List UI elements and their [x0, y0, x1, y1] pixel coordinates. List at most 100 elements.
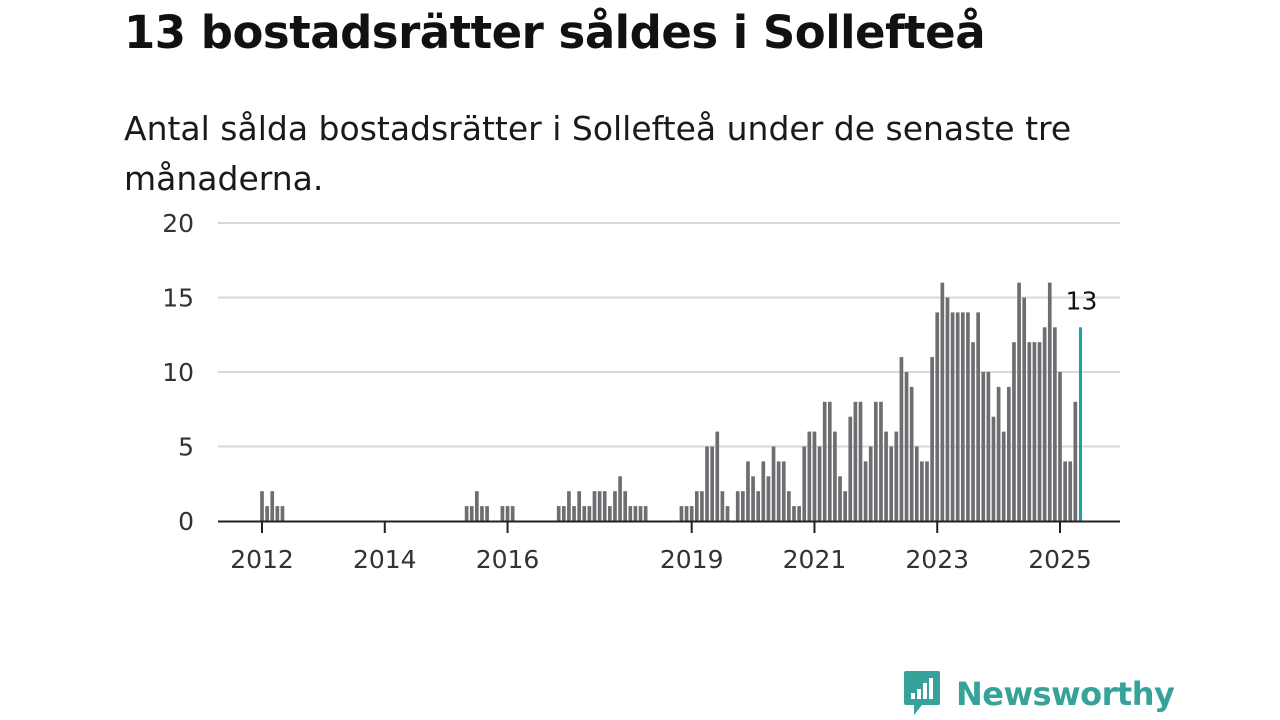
highlight-value-label: 13: [1066, 286, 1098, 315]
bar: [275, 506, 280, 521]
chart-subtitle: Antal sålda bostadsrätter i Sollefteå un…: [124, 109, 1072, 198]
bar: [787, 491, 791, 521]
bar: [781, 461, 786, 521]
x-tick-label: 2016: [476, 545, 540, 574]
bar: [700, 491, 704, 521]
y-axis: 0 5 10 15 20: [162, 209, 194, 536]
bar: [776, 461, 781, 521]
bar: [833, 431, 837, 521]
bar: [848, 416, 853, 521]
y-tick-label: 0: [178, 507, 194, 536]
bar: [797, 506, 801, 521]
bar: [827, 401, 832, 521]
bar: [684, 506, 689, 521]
x-tick-label: 2012: [230, 545, 294, 574]
bar: [935, 312, 940, 521]
bar: [1012, 342, 1016, 521]
bar: [858, 401, 863, 521]
bar: [817, 446, 822, 521]
bar: [469, 506, 474, 521]
bar: [741, 491, 745, 521]
bar: [945, 297, 950, 521]
bar: [940, 282, 945, 521]
bar: [464, 506, 469, 521]
bar: [623, 491, 628, 521]
bar: [1017, 282, 1021, 521]
x-tick-label: 2023: [905, 545, 969, 574]
bar: [1007, 386, 1011, 521]
bar: [270, 491, 275, 521]
bar: [812, 431, 817, 521]
bar: [1042, 327, 1047, 521]
bar: [843, 491, 847, 521]
bar: [500, 506, 505, 521]
bar: [950, 312, 955, 521]
bar: [868, 446, 873, 521]
bar: [577, 491, 581, 521]
bar: [1037, 342, 1042, 521]
bar: [756, 491, 761, 521]
bar: [766, 476, 771, 521]
x-tick-label: 2019: [660, 545, 724, 574]
bar: [909, 386, 914, 521]
annotations: 13: [1066, 286, 1098, 315]
bar: [879, 401, 883, 521]
bar: [751, 476, 755, 521]
bar: [1068, 461, 1073, 521]
bar: [807, 431, 812, 521]
bar: [981, 372, 986, 521]
bar: [884, 431, 888, 521]
bars: [260, 282, 1082, 521]
x-tick-label: 2021: [783, 545, 847, 574]
bar: [771, 446, 776, 521]
bar: [761, 461, 766, 521]
bar: [561, 506, 566, 521]
bar: [725, 506, 730, 521]
bar: [556, 506, 561, 521]
bar: [572, 506, 576, 521]
bar: [694, 491, 699, 521]
y-tick-label: 10: [162, 358, 194, 387]
bar: [971, 342, 975, 521]
chart-title: 13 bostadsrätter såldes i Sollefteå: [124, 6, 986, 59]
newsworthy-logo-text: Newsworthy: [956, 675, 1175, 713]
bar: [689, 506, 694, 521]
bar: [991, 416, 996, 521]
bar: [1047, 282, 1052, 521]
bar: [889, 446, 894, 521]
bar: [587, 506, 592, 521]
bar: [475, 491, 479, 521]
y-tick-label: 15: [162, 284, 194, 313]
bar: [1073, 401, 1078, 521]
bar: [1001, 431, 1006, 521]
x-tick-label: 2025: [1028, 545, 1092, 574]
bar: [705, 446, 709, 521]
bar: [894, 431, 899, 521]
bar: [480, 506, 484, 521]
bar: [582, 506, 587, 521]
bar: [735, 491, 740, 521]
bar: [955, 312, 960, 521]
bar: [802, 446, 807, 521]
bar: [863, 461, 868, 521]
newsworthy-logo: Newsworthy: [902, 668, 1175, 720]
bar: [1022, 297, 1027, 521]
bar: [260, 491, 264, 521]
x-axis: 2012 2014 2016 2019 2021 2023 2025: [218, 520, 1120, 574]
bar: [904, 372, 909, 521]
newsworthy-logo-icon: [904, 671, 940, 715]
bar: [592, 491, 597, 521]
bar: [746, 461, 750, 521]
bar: [510, 506, 515, 521]
bar: [485, 506, 489, 521]
bar: [505, 506, 510, 521]
bar: [986, 372, 991, 521]
bar: [628, 506, 633, 521]
bar: [679, 506, 684, 521]
bar: [602, 491, 607, 521]
bar: [920, 461, 924, 521]
bar: [822, 401, 827, 521]
x-tick-label: 2014: [353, 545, 417, 574]
bar: [914, 446, 919, 521]
bar: [1058, 372, 1062, 521]
